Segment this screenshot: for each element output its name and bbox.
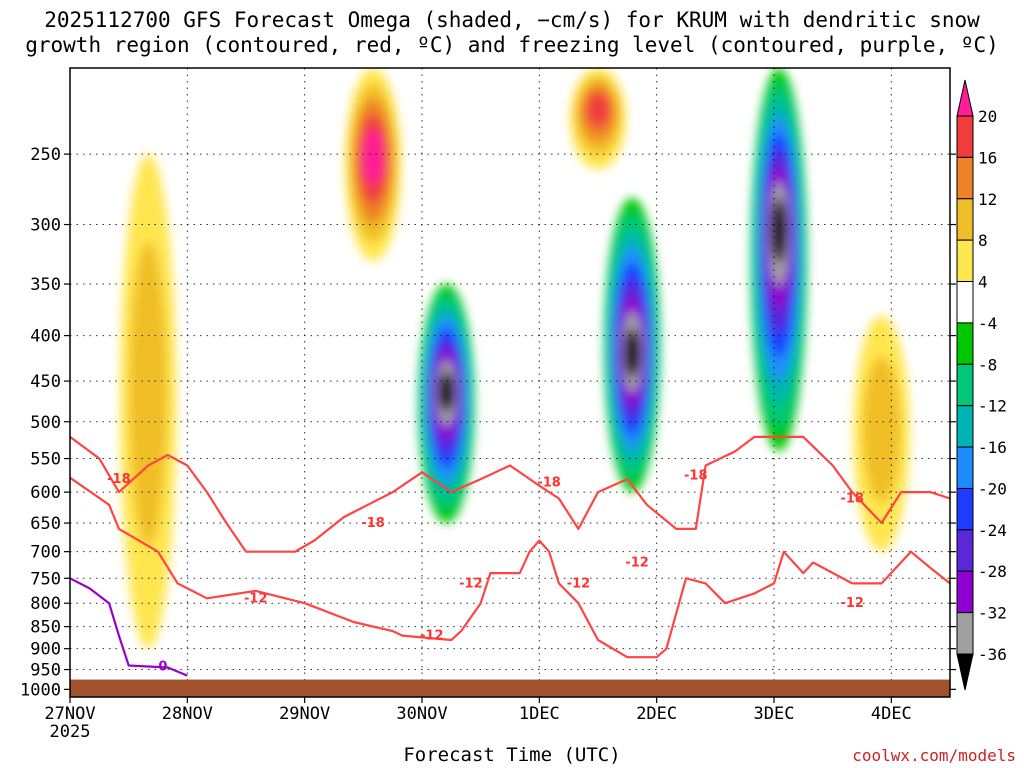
y-tick-label: 550 (30, 450, 61, 470)
colorbar-swatch (956, 281, 974, 324)
omega-cell (129, 241, 167, 546)
colorbar-label: -16 (978, 438, 1007, 457)
contour-label: -12 (420, 629, 444, 644)
contour-label: -18 (537, 475, 561, 490)
x-tick-label: 3DEC (754, 704, 795, 724)
contour-label: -18 (107, 472, 131, 487)
x-tick-label: 1DEC (519, 704, 560, 724)
colorbar-swatch (956, 446, 974, 489)
omega-feature (345, 68, 402, 262)
y-tick-label: 500 (30, 413, 61, 433)
y-tick-label: 850 (30, 618, 61, 638)
omega-feature (418, 284, 475, 524)
colorbar-max-arrow (956, 79, 974, 117)
ground-fill (70, 679, 950, 697)
x-tick-label: 27NOV (44, 704, 95, 724)
contour-label: -12 (625, 556, 649, 571)
omega-cell (362, 129, 384, 185)
x-tick-sublabel: 2025 (50, 722, 91, 742)
colorbar-label: -36 (978, 645, 1007, 664)
contour-lines: -12 -12 -12 -12 -12 -12 -18 -18 -18 -18 -18 0 (70, 435, 950, 677)
contour-label: -12 (840, 596, 864, 611)
colorbar-swatch (956, 115, 974, 158)
contour-label: -18 (684, 469, 708, 484)
x-tick-label: 28NOV (162, 704, 213, 724)
omega-feature (120, 154, 177, 649)
plot-background (70, 68, 950, 697)
y-tick-label: 250 (30, 145, 61, 165)
y-tick-label: 750 (30, 569, 61, 589)
omega-cell (438, 371, 455, 412)
omega-cell (862, 356, 901, 502)
y-tick-label: 950 (30, 661, 61, 681)
colorbar: 20 16 12 8 4 -4 -8 -12 -16 -20 -24 -28 -32 -36 (956, 79, 1007, 691)
colorbar-swatch (956, 198, 974, 241)
omega-feature (750, 68, 807, 452)
colorbar-label: -28 (978, 562, 1007, 581)
contour-label: 0 (158, 659, 167, 674)
contour-freezing_level (70, 577, 188, 677)
contour-dgz_minus12 (70, 476, 950, 659)
x-tick-label: 29NOV (279, 704, 330, 724)
x-tick-label: 4DEC (871, 704, 912, 724)
contour-label: -12 (459, 576, 483, 591)
colorbar-swatch (956, 405, 974, 448)
y-tick-label: 1000 (20, 680, 61, 700)
y-tick-label: 700 (30, 543, 61, 563)
y-tick-label: 800 (30, 594, 61, 614)
y-tick-label: 900 (30, 640, 61, 660)
colorbar-swatch (956, 487, 974, 531)
y-axis: 2503003504004505005506006507007508008509… (20, 145, 956, 700)
x-tick-label: 30NOV (396, 704, 447, 724)
contour-label: -18 (840, 492, 864, 507)
y-tick-label: 600 (30, 483, 61, 503)
y-tick-label: 300 (30, 216, 61, 236)
omega-cell (770, 198, 787, 263)
colorbar-label: 4 (978, 273, 988, 292)
y-tick-label: 650 (30, 514, 61, 534)
colorbar-label: -4 (978, 314, 997, 333)
colorbar-swatch (956, 322, 974, 365)
y-tick-label: 400 (30, 327, 61, 347)
x-tick-label: 2DEC (636, 704, 677, 724)
plot-frame (69, 67, 951, 698)
colorbar-label: 8 (978, 231, 988, 250)
ground-layer (70, 679, 950, 697)
contour-dgz_minus18 (70, 435, 950, 553)
colorbar-swatch (956, 156, 974, 200)
omega-cell (585, 91, 611, 128)
y-tick-label: 450 (30, 372, 61, 392)
frame-border (69, 67, 951, 698)
colorbar-swatch (956, 239, 974, 283)
colorbar-label: -24 (978, 521, 1007, 540)
contour-label: -12 (244, 591, 268, 606)
omega-feature (853, 315, 910, 552)
credit-link[interactable]: coolwx.com/models (852, 746, 1016, 765)
colorbar-label: -12 (978, 397, 1007, 416)
colorbar-swatch (956, 363, 974, 407)
colorbar-swatch (956, 570, 974, 614)
colorbar-swatch (956, 612, 974, 655)
x-axis-label: Forecast Time (UTC) (403, 744, 621, 766)
title-line-1: 2025112700 GFS Forecast Omega (shaded, −… (44, 8, 980, 32)
omega-cell (624, 328, 641, 378)
colorbar-swatch (956, 529, 974, 572)
title-line-2: growth region (contoured, red, ºC) and f… (25, 33, 999, 57)
colorbar-label: 20 (978, 107, 997, 126)
contour-label: -18 (361, 516, 385, 531)
y-tick-label: 350 (30, 275, 61, 295)
omega-feature (604, 197, 661, 493)
colorbar-label: 12 (978, 190, 997, 209)
colorbar-min-arrow (956, 653, 974, 691)
colorbar-label: 16 (978, 148, 997, 167)
colorbar-label: -20 (978, 479, 1007, 498)
contour-label: -12 (567, 576, 591, 591)
colorbar-label: -32 (978, 604, 1007, 623)
colorbar-label: -8 (978, 355, 997, 374)
plot-area (70, 68, 950, 697)
omega-feature (570, 68, 626, 170)
chart-title: 2025112700 GFS Forecast Omega (shaded, −… (0, 8, 1024, 58)
